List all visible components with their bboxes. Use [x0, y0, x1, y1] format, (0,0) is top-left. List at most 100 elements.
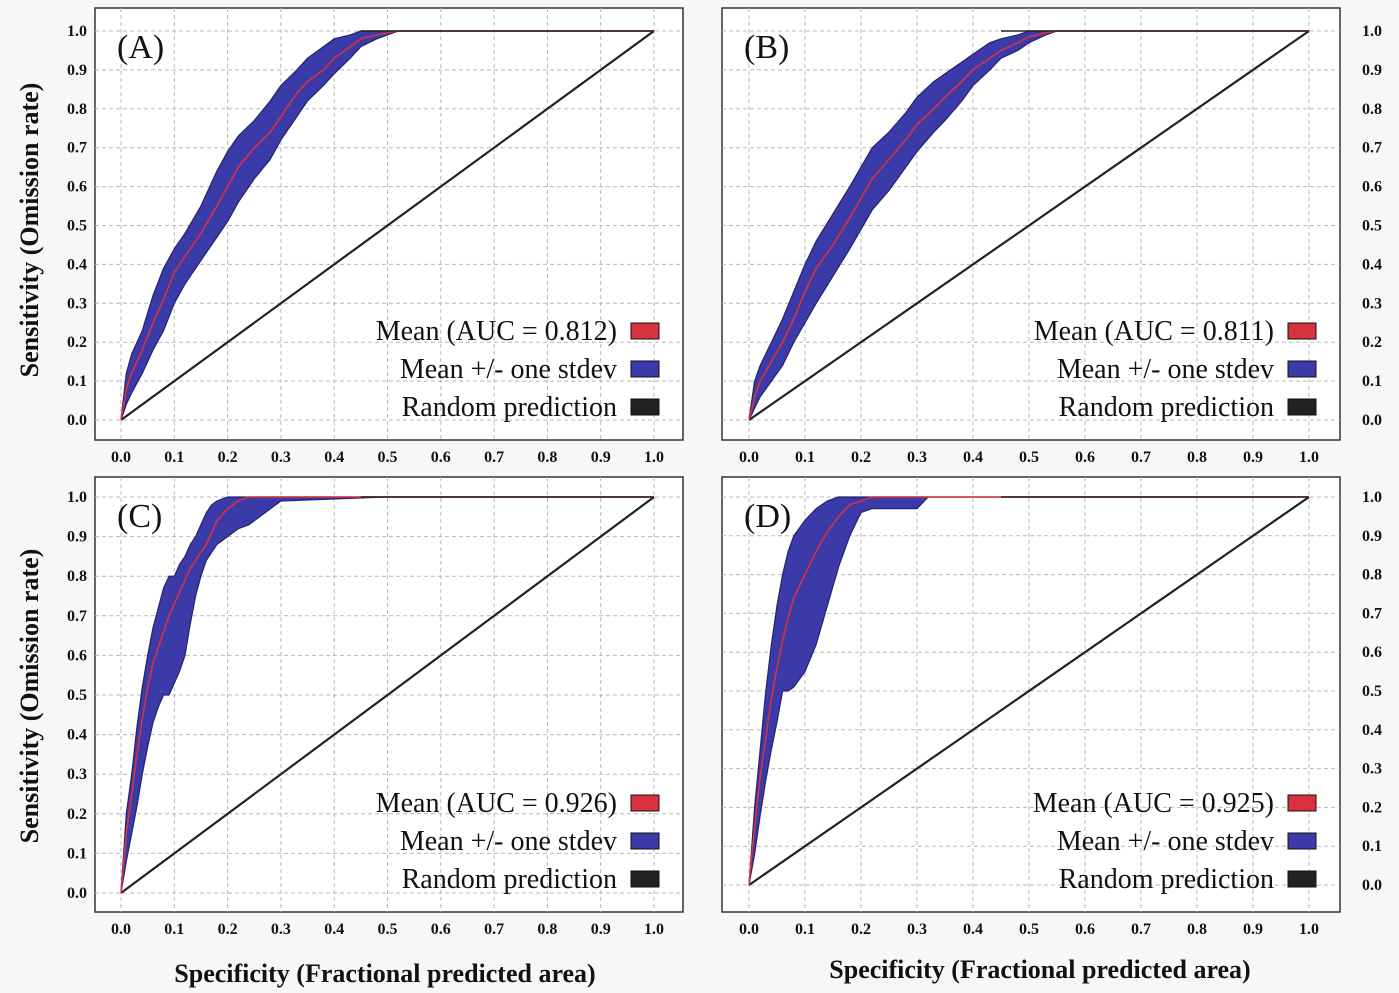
x-tick-label: 0.7	[1131, 449, 1151, 466]
legend-random-text: Random prediction	[1059, 392, 1274, 423]
y-tick-label: 1.0	[67, 23, 87, 40]
y-tick-label: 0.7	[67, 140, 87, 157]
x-tick-label: 0.7	[484, 449, 504, 466]
legend-random-swatch	[630, 870, 660, 888]
y-tick-label: 0.5	[1362, 218, 1382, 235]
x-tick-label: 0.0	[111, 449, 131, 466]
legend-stdev-text: Mean +/- one stdev	[400, 354, 617, 385]
y-tick-label: 0.6	[1362, 179, 1382, 196]
y-tick-label: 0.2	[67, 334, 87, 351]
y-tick-label: 0.5	[67, 218, 87, 235]
y-tick-label: 0.0	[67, 412, 87, 429]
legend-random-swatch	[1287, 870, 1317, 888]
roc-panel-b: 0.0 0.1 0.2 0.3 0.4 0.5 0.6 0.7 0.8 0.9 1.0 0.0 0.1 0…	[721, 7, 1382, 466]
y-tick-label: 0.6	[67, 179, 87, 196]
legend-mean-text: Mean (AUC = 0.812)	[376, 316, 617, 347]
legend-stdev-text: Mean +/- one stdev	[1057, 826, 1274, 857]
x-tick-label: 0.1	[164, 921, 184, 938]
y-tick-label: 1.0	[67, 489, 87, 506]
y-tick-label: 0.5	[67, 687, 87, 704]
y-tick-label: 0.9	[67, 529, 87, 546]
x-tick-label: 0.1	[795, 921, 815, 938]
x-tick-label: 0.2	[851, 449, 871, 466]
legend-mean-text: Mean (AUC = 0.926)	[376, 788, 617, 819]
x-tick-label: 0.3	[907, 921, 927, 938]
x-tick-label: 0.8	[1187, 921, 1207, 938]
x-tick-label: 0.0	[739, 449, 759, 466]
stdev-band	[120, 30, 654, 421]
x-tick-label: 0.4	[963, 449, 983, 466]
y-axis-title-top: Sensitivity (Omission rate)	[15, 83, 44, 378]
y-tick-label: 0.2	[1362, 799, 1382, 816]
y-tick-label: 0.1	[67, 845, 87, 862]
x-tick-label: 0.6	[1075, 921, 1095, 938]
y-tick-label: 0.8	[67, 568, 87, 585]
y-tick-label: 0.8	[1362, 567, 1382, 584]
legend-stdev-swatch	[630, 832, 660, 850]
x-tick-label: 0.1	[795, 449, 815, 466]
x-tick-label: 0.7	[484, 921, 504, 938]
legend-stdev-text: Mean +/- one stdev	[400, 826, 617, 857]
y-tick-label: 0.4	[1362, 256, 1382, 273]
y-tick-label: 0.7	[67, 608, 87, 625]
legend-random-text: Random prediction	[402, 864, 617, 895]
panel-label: (D)	[744, 498, 791, 535]
random-prediction-line	[748, 30, 1310, 421]
x-tick-label: 0.7	[1131, 921, 1151, 938]
random-prediction-line	[120, 496, 655, 894]
y-tick-label: 0.0	[1362, 412, 1382, 429]
x-tick-label: 0.2	[218, 921, 238, 938]
roc-panel-c: 0.0 0.1 0.2 0.3 0.4 0.5 0.6 0.7 0.8 0.9 1.0 0.0 0.1 0…	[67, 476, 684, 938]
legend-random-swatch	[1287, 398, 1317, 416]
x-tick-label: 0.4	[963, 921, 983, 938]
x-tick-label: 0.2	[851, 921, 871, 938]
x-tick-label: 1.0	[644, 449, 664, 466]
x-tick-label: 0.8	[1187, 449, 1207, 466]
y-tick-label: 1.0	[1362, 23, 1382, 40]
y-tick-label: 0.3	[1362, 761, 1382, 778]
legend-mean-text: Mean (AUC = 0.811)	[1034, 316, 1274, 347]
x-tick-label: 0.6	[431, 449, 451, 466]
stdev-band	[120, 496, 654, 894]
y-tick-label: 0.1	[1362, 838, 1382, 855]
y-tick-label: 0.1	[1362, 373, 1382, 390]
x-tick-label: 0.3	[907, 449, 927, 466]
x-tick-label: 0.6	[431, 921, 451, 938]
y-axis-title-bottom: Sensitivity (Omission rate)	[15, 549, 44, 844]
y-tick-label: 0.0	[1362, 877, 1382, 894]
x-axis-title-left: Specificity (Fractional predicted area)	[174, 959, 595, 988]
mean-roc-line	[748, 496, 1309, 886]
y-tick-label: 0.3	[1362, 295, 1382, 312]
x-tick-label: 0.9	[591, 921, 611, 938]
x-tick-label: 0.5	[1019, 449, 1039, 466]
y-tick-label: 0.7	[1362, 605, 1382, 622]
x-tick-label: 0.0	[111, 921, 131, 938]
legend-stdev-swatch	[1287, 832, 1317, 850]
x-tick-label: 1.0	[1299, 921, 1319, 938]
legend-mean-swatch	[630, 794, 660, 812]
x-axis-title-right: Specificity (Fractional predicted area)	[829, 955, 1250, 984]
legend-stdev-swatch	[630, 360, 660, 378]
y-tick-label: 0.4	[67, 256, 87, 273]
x-tick-label: 0.2	[218, 449, 238, 466]
stdev-band	[748, 496, 1309, 886]
legend-random-text: Random prediction	[402, 392, 617, 423]
random-prediction-line	[120, 30, 655, 421]
panel-label: (B)	[744, 29, 789, 66]
y-tick-label: 0.1	[67, 373, 87, 390]
y-tick-label: 0.6	[1362, 644, 1382, 661]
y-tick-label: 0.9	[1362, 528, 1382, 545]
legend-mean-swatch	[1287, 322, 1317, 340]
legend-mean-swatch	[1287, 794, 1317, 812]
y-tick-label: 0.2	[1362, 334, 1382, 351]
x-tick-label: 0.4	[324, 449, 344, 466]
y-tick-label: 0.4	[67, 727, 87, 744]
x-tick-label: 1.0	[1299, 449, 1319, 466]
x-tick-label: 0.8	[537, 921, 557, 938]
legend-stdev-swatch	[1287, 360, 1317, 378]
x-tick-label: 0.5	[378, 449, 398, 466]
legend-mean-swatch	[630, 322, 660, 340]
x-tick-label: 0.1	[164, 449, 184, 466]
x-tick-label: 0.9	[1243, 449, 1263, 466]
